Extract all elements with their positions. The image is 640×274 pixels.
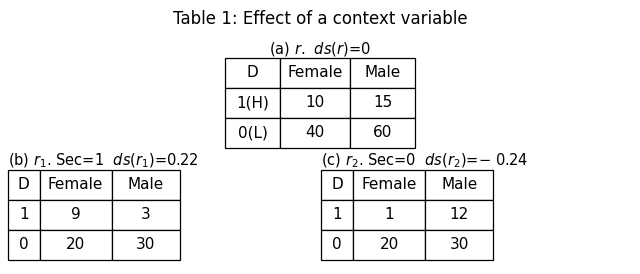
Text: 30: 30 bbox=[449, 237, 469, 252]
Bar bbox=[425, 200, 493, 230]
Text: 12: 12 bbox=[450, 207, 469, 222]
Bar bbox=[425, 170, 493, 200]
Bar bbox=[8, 200, 40, 230]
Text: Female: Female bbox=[362, 177, 417, 192]
Bar bbox=[40, 170, 112, 200]
Text: 9: 9 bbox=[71, 207, 81, 222]
Bar bbox=[40, 230, 112, 260]
Text: Female: Female bbox=[48, 177, 104, 192]
Text: 10: 10 bbox=[305, 95, 324, 110]
Text: 60: 60 bbox=[373, 125, 392, 140]
Bar bbox=[353, 170, 425, 200]
Bar bbox=[350, 58, 415, 87]
Text: 1: 1 bbox=[385, 207, 394, 222]
Text: 15: 15 bbox=[373, 95, 392, 110]
Bar bbox=[8, 170, 40, 200]
Bar bbox=[350, 118, 415, 147]
Text: D: D bbox=[246, 65, 259, 80]
Text: 1(H): 1(H) bbox=[236, 95, 269, 110]
Bar bbox=[112, 200, 180, 230]
Text: 1: 1 bbox=[19, 207, 29, 222]
Bar bbox=[225, 87, 280, 118]
Text: Male: Male bbox=[441, 177, 477, 192]
Text: Female: Female bbox=[287, 65, 342, 80]
Text: D: D bbox=[18, 177, 29, 192]
Bar bbox=[112, 230, 180, 260]
Text: 0: 0 bbox=[332, 237, 342, 252]
Text: Male: Male bbox=[127, 177, 164, 192]
Bar bbox=[280, 58, 350, 87]
Bar bbox=[112, 170, 180, 200]
Bar bbox=[321, 170, 353, 200]
Bar bbox=[40, 200, 112, 230]
Bar bbox=[225, 58, 280, 87]
Text: D: D bbox=[332, 177, 343, 192]
Bar bbox=[321, 230, 353, 260]
Text: Male: Male bbox=[364, 65, 401, 80]
Text: (c) $r_2$. Sec=0  $\mathit{ds}(r_2)$=− 0.24: (c) $r_2$. Sec=0 $\mathit{ds}(r_2)$=− 0.… bbox=[321, 152, 528, 170]
Text: 20: 20 bbox=[66, 237, 85, 252]
Text: 1: 1 bbox=[332, 207, 342, 222]
Bar bbox=[280, 87, 350, 118]
Bar bbox=[353, 200, 425, 230]
Bar bbox=[353, 230, 425, 260]
Text: 30: 30 bbox=[136, 237, 156, 252]
Text: 3: 3 bbox=[141, 207, 150, 222]
Bar bbox=[350, 87, 415, 118]
Bar bbox=[280, 118, 350, 147]
Text: 0: 0 bbox=[19, 237, 29, 252]
Bar bbox=[8, 230, 40, 260]
Text: (b) $r_1$. Sec=1  $\mathit{ds}(r_1)$=0.22: (b) $r_1$. Sec=1 $\mathit{ds}(r_1)$=0.22 bbox=[8, 152, 198, 170]
Bar bbox=[425, 230, 493, 260]
Text: 40: 40 bbox=[305, 125, 324, 140]
Bar bbox=[321, 200, 353, 230]
Text: (a) $r$.  $\mathit{ds}(r)$=0: (a) $r$. $\mathit{ds}(r)$=0 bbox=[269, 40, 371, 58]
Text: 20: 20 bbox=[380, 237, 399, 252]
Text: 0(L): 0(L) bbox=[237, 125, 268, 140]
Bar bbox=[225, 118, 280, 147]
Text: Table 1: Effect of a context variable: Table 1: Effect of a context variable bbox=[173, 10, 467, 28]
